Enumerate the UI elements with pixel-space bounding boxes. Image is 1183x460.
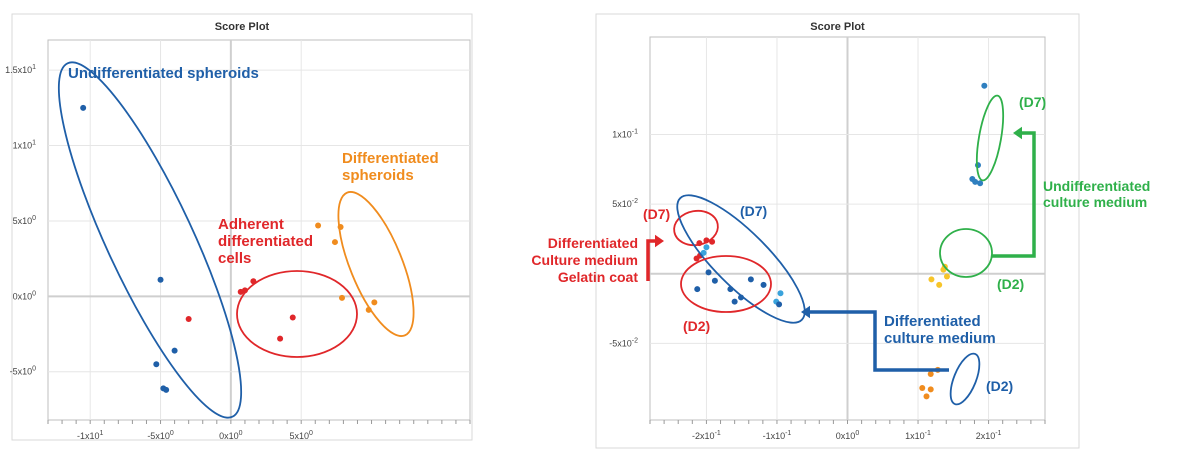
group-annotation: (D2) bbox=[997, 276, 1024, 292]
group-annotation: Differentiated Culture medium Gelatin coat bbox=[531, 235, 638, 285]
group-ellipse bbox=[949, 352, 981, 406]
data-point bbox=[919, 384, 926, 391]
data-point bbox=[289, 314, 296, 321]
data-point bbox=[277, 335, 284, 342]
data-point bbox=[936, 281, 943, 288]
chart-title: Score Plot bbox=[215, 21, 270, 33]
group-annotation: Adherent differentiated cells bbox=[218, 216, 313, 267]
y-tick-label: -5x10-2 bbox=[609, 337, 638, 348]
data-point bbox=[185, 315, 192, 322]
group-annotation: Differentiated spheroids bbox=[342, 150, 439, 184]
x-tick-label: -1x10-1 bbox=[763, 430, 792, 441]
group-ellipse bbox=[337, 191, 415, 337]
data-point bbox=[163, 386, 170, 393]
group-arrow bbox=[992, 131, 1036, 258]
data-point bbox=[747, 276, 754, 283]
score-plot-2: Score Plot -2x10-1 -1x10-1 0x100 1x10-1 2x10-… bbox=[531, 13, 1150, 449]
arrow-head bbox=[801, 305, 810, 319]
data-point bbox=[776, 301, 783, 308]
group-annotation: Undifferentiated culture medium bbox=[1043, 178, 1150, 210]
y-tick-label: 5x100 bbox=[13, 215, 37, 226]
group-ellipse bbox=[939, 228, 993, 278]
group-ellipse bbox=[673, 209, 719, 247]
y-tick-label: 5x10-2 bbox=[612, 198, 638, 209]
data-point bbox=[80, 104, 87, 111]
data-point bbox=[760, 281, 767, 288]
x-tick-label: -2x10-1 bbox=[692, 430, 721, 441]
data-point bbox=[153, 361, 160, 368]
data-point bbox=[972, 178, 979, 185]
data-point bbox=[157, 276, 164, 283]
group-annotation: (D2) bbox=[683, 318, 710, 334]
arrow-head bbox=[655, 234, 664, 248]
data-point bbox=[731, 298, 738, 305]
data-point bbox=[977, 180, 984, 187]
group-arrow bbox=[646, 239, 656, 281]
data-point bbox=[694, 286, 701, 293]
data-point bbox=[943, 273, 950, 280]
data-point bbox=[923, 393, 930, 400]
group-arrow bbox=[809, 310, 949, 372]
group-ellipse bbox=[236, 270, 358, 358]
x-tick-label: 5x100 bbox=[289, 430, 313, 441]
x-tick-label: -1x101 bbox=[77, 430, 104, 441]
plot-area bbox=[47, 39, 471, 421]
y-tick-label: 0x100 bbox=[13, 290, 37, 301]
arrow-head bbox=[1013, 126, 1022, 140]
chart-title: Score Plot bbox=[810, 21, 865, 33]
x-tick-label: 0x100 bbox=[219, 430, 243, 441]
data-point bbox=[928, 276, 935, 283]
group-annotation: Differentiated culture medium bbox=[884, 313, 996, 347]
y-tick-label: 1x10-1 bbox=[612, 128, 638, 139]
data-point bbox=[711, 277, 718, 284]
x-tick-label: 0x100 bbox=[836, 430, 860, 441]
group-ellipse bbox=[975, 94, 1005, 182]
group-annotation: (D2) bbox=[986, 378, 1013, 394]
data-point bbox=[315, 222, 322, 229]
data-point bbox=[705, 269, 712, 276]
y-tick-label: 1.5x101 bbox=[5, 64, 36, 75]
data-point bbox=[981, 82, 988, 89]
group-annotation: (D7) bbox=[1019, 94, 1046, 110]
data-point bbox=[700, 249, 707, 256]
group-annotation: Undifferentiated spheroids bbox=[68, 65, 259, 82]
data-point bbox=[777, 290, 784, 297]
group-ellipse bbox=[680, 255, 772, 313]
data-point bbox=[927, 371, 934, 378]
data-point bbox=[371, 299, 378, 306]
data-point bbox=[693, 255, 700, 262]
data-point bbox=[927, 386, 934, 393]
score-plot-1: Score Plot -1x101 -5x100 0x100 5x100 1.5x101 1… bbox=[5, 13, 473, 441]
x-tick-label: -5x100 bbox=[147, 430, 174, 441]
x-tick-label: 2x10-1 bbox=[976, 430, 1002, 441]
group-annotation: (D7) bbox=[643, 206, 670, 222]
y-tick-label: 1x101 bbox=[13, 140, 37, 151]
group-ellipse bbox=[57, 61, 243, 419]
data-point bbox=[338, 294, 345, 301]
group-ellipse bbox=[676, 194, 806, 324]
group-annotation: (D7) bbox=[740, 203, 767, 219]
x-tick-label: 1x10-1 bbox=[905, 430, 931, 441]
y-tick-label: -5x100 bbox=[10, 366, 37, 377]
data-point bbox=[331, 239, 338, 246]
data-point bbox=[703, 244, 710, 251]
data-point bbox=[171, 347, 178, 354]
